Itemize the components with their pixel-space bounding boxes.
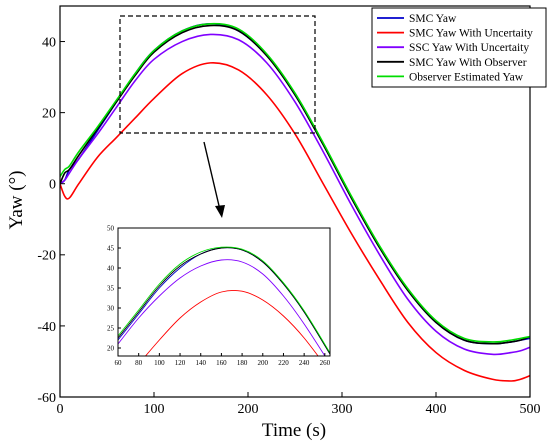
main-plot-frame	[59, 5, 531, 398]
inset-y-tick-label: 20	[107, 344, 115, 352]
zoom-inset: 60 80 100 120 140 160 180 200 220 240 260 20 25 30 35 4…	[107, 224, 331, 367]
inset-y-tick-label: 30	[107, 304, 115, 312]
inset-x-tick-label: 140	[195, 359, 206, 367]
main-y-tick-label: -20	[37, 249, 56, 264]
inset-series-line-3	[118, 259, 326, 356]
main-y-tick-label: -40	[37, 320, 56, 335]
inset-plot-frame	[117, 227, 331, 357]
main-series-line-4	[60, 24, 530, 345]
legend: SMC Yaw SMC Yaw With Uncertaity SSC Yaw Wi…	[371, 7, 547, 88]
main-x-tick-label: 200	[238, 402, 259, 417]
zoom-arrow-head	[215, 205, 225, 218]
inset-y-tick-label: 25	[107, 324, 115, 332]
inset-x-tick-label: 80	[135, 359, 143, 367]
inset-x-tick-label: 240	[299, 359, 310, 367]
inset-y-tick-label: 40	[107, 264, 115, 272]
main-x-tick-label: 500	[520, 402, 541, 417]
zoom-region-box	[119, 15, 316, 134]
main-x-tick-label: 300	[332, 402, 353, 417]
main-x-tick-label: 0	[57, 402, 64, 417]
main-x-tick-label: 100	[144, 402, 165, 417]
legend-entry-label: SMC Yaw	[409, 13, 457, 25]
legend-entry-label: SMC Yaw With Observer	[409, 57, 527, 69]
inset-y-tick-label: 45	[107, 244, 115, 252]
inset-x-tick-label: 180	[237, 359, 248, 367]
inset-x-tick-label: 200	[258, 359, 269, 367]
inset-x-tick-label: 60	[115, 359, 123, 367]
main-y-tick-label: 40	[42, 35, 56, 50]
inset-series-line-4	[118, 247, 330, 355]
inset-series-line-2	[144, 289, 319, 356]
inset-x-tick-label: 120	[175, 359, 186, 367]
y-axis-label: Yaw (°)	[6, 171, 27, 230]
main-x-tick-label: 400	[426, 402, 447, 417]
x-axis-label: Time (s)	[262, 420, 326, 441]
main-series-line-5	[60, 22, 530, 343]
legend-entry-label: Observer Estimated Yaw	[409, 71, 524, 83]
main-y-tick-label: 20	[42, 107, 56, 122]
main-series-line-2	[60, 61, 530, 382]
inset-x-tick-label: 260	[320, 359, 331, 367]
legend-entry-label: SSC Yaw With Uncertaity	[409, 42, 529, 54]
main-series-line-3	[60, 33, 530, 356]
inset-series-line-5	[118, 246, 330, 354]
main-y-tick-label: 0	[49, 178, 56, 193]
zoom-arrow	[203, 141, 221, 211]
inset-x-tick-label: 220	[278, 359, 289, 367]
inset-y-tick-label: 35	[107, 284, 115, 292]
main-y-tick-label: -60	[37, 391, 56, 406]
inset-y-tick-label: 50	[107, 224, 115, 232]
inset-x-tick-label: 100	[154, 359, 165, 367]
inset-x-tick-label: 160	[216, 359, 227, 367]
legend-entry-label: SMC Yaw With Uncertaity	[409, 28, 533, 40]
